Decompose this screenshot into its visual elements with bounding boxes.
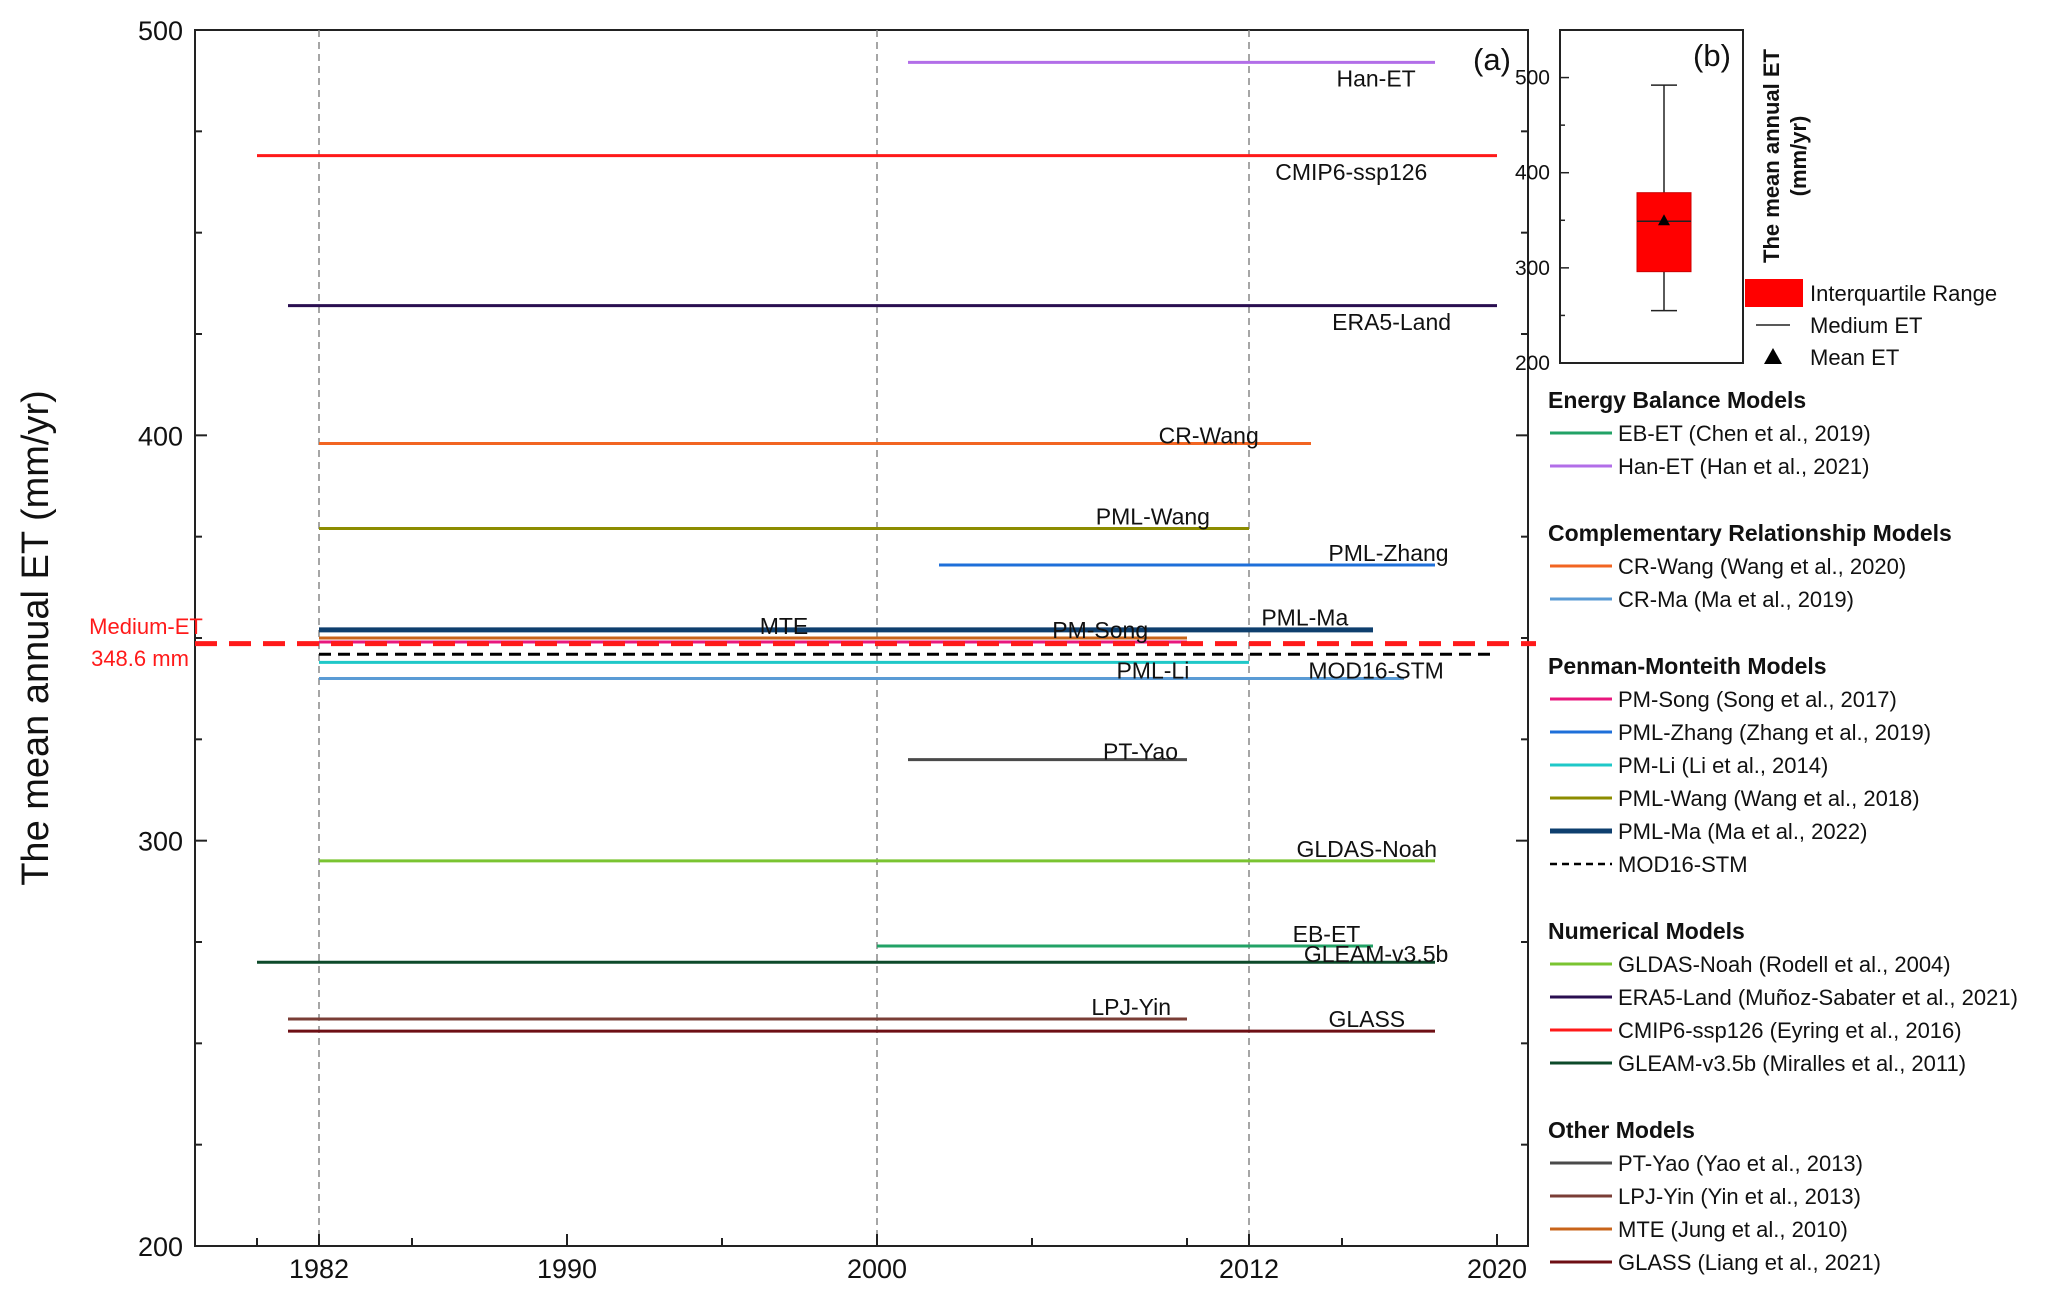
legend-item-label: LPJ-Yin (Yin et al., 2013) bbox=[1618, 1184, 1861, 1209]
legend-item-label: PML-Wang (Wang et al., 2018) bbox=[1618, 786, 1920, 811]
series-label-han-et: Han-ET bbox=[1336, 66, 1415, 92]
legend-iqr-patch bbox=[1745, 279, 1803, 307]
legend-item-label: PML-Zhang (Zhang et al., 2019) bbox=[1618, 720, 1931, 745]
panel-a-label: (a) bbox=[1473, 42, 1511, 77]
legend-item-label: PM-Song (Song et al., 2017) bbox=[1618, 687, 1897, 712]
legend-mean-triangle bbox=[1764, 348, 1782, 364]
legend-item-label: MOD16-STM bbox=[1618, 852, 1748, 877]
legend-item-label: ERA5-Land (Muñoz-Sabater et al., 2021) bbox=[1618, 985, 2018, 1010]
series-label-pt-yao: PT-Yao bbox=[1103, 738, 1178, 764]
series-label-gleam-v3-5b: GLEAM-v3.5b bbox=[1304, 941, 1448, 967]
x-tick-label: 1982 bbox=[289, 1254, 349, 1284]
interquartile-box bbox=[1636, 192, 1692, 273]
y-tick-label: 300 bbox=[138, 827, 183, 857]
legend-item-label: PM-Li (Li et al., 2014) bbox=[1618, 753, 1828, 778]
legend-group-title: Complementary Relationship Models bbox=[1548, 520, 1952, 546]
panel-b-y-title-line2: (mm/yr) bbox=[1786, 116, 1811, 197]
medium-et-label-line1: Medium-ET bbox=[89, 614, 203, 639]
legend-item-label: CMIP6-ssp126 (Eyring et al., 2016) bbox=[1618, 1018, 1962, 1043]
x-tick-label: 2012 bbox=[1219, 1254, 1279, 1284]
x-tick-label: 1990 bbox=[537, 1254, 597, 1284]
model-legend: Energy Balance Models EB-ET (Chen et al.,… bbox=[1548, 387, 2018, 1275]
panel-b-frame bbox=[1559, 29, 1744, 364]
legend-item-label: GLEAM-v3.5b (Miralles et al., 2011) bbox=[1618, 1051, 1966, 1076]
series-label-pml-li: PML-Li bbox=[1116, 657, 1189, 683]
series-label-gldas-noah: GLDAS-Noah bbox=[1296, 836, 1437, 862]
legend-item-label: Han-ET (Han et al., 2021) bbox=[1618, 454, 1870, 479]
series-label-era5-land: ERA5-Land bbox=[1332, 309, 1451, 335]
x-tick-label: 2000 bbox=[847, 1254, 907, 1284]
series-label-pml-wang: PML-Wang bbox=[1096, 503, 1210, 529]
legend-item-label: CR-Ma (Ma et al., 2019) bbox=[1618, 587, 1854, 612]
legend-item-label: GLASS (Liang et al., 2021) bbox=[1618, 1250, 1881, 1275]
legend-group-title: Penman-Monteith Models bbox=[1548, 653, 1827, 679]
y-tick-label: 200 bbox=[138, 1232, 183, 1262]
legend-group-title: Energy Balance Models bbox=[1548, 387, 1806, 413]
legend-group-title: Other Models bbox=[1548, 1117, 1695, 1143]
series-label-eb-et: EB-ET bbox=[1293, 921, 1361, 947]
panel-b-y-tick-label: 500 bbox=[1515, 67, 1550, 90]
y-tick-label: 500 bbox=[138, 16, 183, 46]
legend-item-label: PT-Yao (Yao et al., 2013) bbox=[1618, 1151, 1863, 1176]
series-label-lpj-yin: LPJ-Yin bbox=[1091, 994, 1171, 1020]
series-label-cmip6-ssp126: CMIP6-ssp126 bbox=[1275, 159, 1427, 185]
series-label-mte: MTE bbox=[760, 613, 809, 639]
panel-b-y-title-line1: The mean annual ET bbox=[1759, 48, 1784, 262]
panel-b-legend-label: Interquartile Range bbox=[1810, 281, 1997, 306]
legend-item-label: MTE (Jung et al., 2010) bbox=[1618, 1217, 1848, 1242]
legend-item-label: CR-Wang (Wang et al., 2020) bbox=[1618, 554, 1906, 579]
series-label-cr-wang: CR-Wang bbox=[1159, 422, 1259, 448]
series-label-glass: GLASS bbox=[1328, 1006, 1405, 1032]
legend-item-label: GLDAS-Noah (Rodell et al., 2004) bbox=[1618, 952, 1951, 977]
panel-b-legend-label: Medium ET bbox=[1810, 313, 1922, 338]
series-label-mod16-stm: MOD16-STM bbox=[1308, 657, 1443, 683]
panel-b-legend-label: Mean ET bbox=[1810, 345, 1899, 370]
y-axis-title: The mean annual ET (mm/yr) bbox=[15, 390, 57, 886]
legend-item-label: EB-ET (Chen et al., 2019) bbox=[1618, 421, 1871, 446]
panel-b-label: (b) bbox=[1693, 38, 1731, 73]
series-label-pml-zhang: PML-Zhang bbox=[1328, 540, 1448, 566]
y-tick-label: 400 bbox=[138, 421, 183, 451]
legend-item-label: PML-Ma (Ma et al., 2022) bbox=[1618, 819, 1867, 844]
series-label-pml-ma: PML-Ma bbox=[1261, 605, 1348, 631]
panel-b-legend: Interquartile Range Medium ET Mean ET bbox=[1745, 279, 1997, 370]
x-tick-label: 2020 bbox=[1467, 1254, 1527, 1284]
panel-b-y-tick-label: 300 bbox=[1515, 257, 1550, 280]
medium-et-label-line2: 348.6 mm bbox=[91, 646, 189, 671]
legend-group-title: Numerical Models bbox=[1548, 918, 1745, 944]
panel-b-boxplot: 200 300 400 500 (b) The mean annual ET (mm/… bbox=[1515, 29, 1997, 375]
mean-marker bbox=[1658, 214, 1670, 226]
series-label-pm-song: PM-Song bbox=[1052, 617, 1148, 643]
panel-b-y-tick-label: 200 bbox=[1515, 352, 1550, 375]
panel-a-chart: 200 300 400 500 1982 1990 2000 2012 2020 Han-ET C… bbox=[15, 16, 1536, 1284]
panel-b-y-tick-label: 400 bbox=[1515, 162, 1550, 185]
